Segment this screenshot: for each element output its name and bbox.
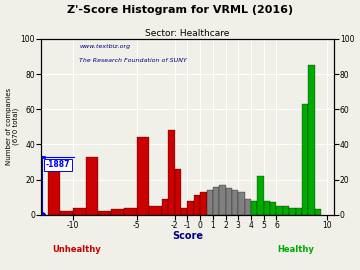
Text: www.textbiz.org: www.textbiz.org	[79, 44, 130, 49]
Title: Sector: Healthcare: Sector: Healthcare	[145, 29, 230, 38]
Bar	[48, 166, 60, 215]
Bar	[302, 104, 308, 215]
Bar	[188, 201, 194, 215]
Y-axis label: Number of companies
(670 total): Number of companies (670 total)	[5, 88, 19, 166]
Bar	[175, 169, 181, 215]
Bar	[124, 208, 136, 215]
Bar	[136, 137, 149, 215]
Bar	[111, 210, 124, 215]
Bar	[238, 192, 245, 215]
Text: The Research Foundation of SUNY: The Research Foundation of SUNY	[79, 58, 187, 63]
Bar	[257, 176, 264, 215]
Text: Healthy: Healthy	[277, 245, 314, 254]
Text: -1887: -1887	[46, 160, 70, 169]
Bar	[86, 157, 98, 215]
Bar	[283, 206, 289, 215]
Bar	[219, 185, 226, 215]
Bar	[162, 199, 168, 215]
Bar	[245, 199, 251, 215]
Bar	[207, 190, 213, 215]
Text: Z'-Score Histogram for VRML (2016): Z'-Score Histogram for VRML (2016)	[67, 5, 293, 15]
Bar	[264, 201, 270, 215]
Bar	[232, 190, 238, 215]
Bar	[270, 202, 276, 215]
Bar	[200, 192, 207, 215]
Bar	[226, 188, 232, 215]
Bar	[213, 187, 219, 215]
Bar	[296, 208, 302, 215]
Bar	[181, 208, 188, 215]
Bar	[98, 211, 111, 215]
Bar	[60, 211, 73, 215]
Bar	[308, 65, 315, 215]
X-axis label: Score: Score	[172, 231, 203, 241]
Bar	[73, 208, 86, 215]
Bar	[251, 201, 257, 215]
Bar	[194, 195, 200, 215]
Bar	[315, 210, 321, 215]
Text: Unhealthy: Unhealthy	[52, 245, 101, 254]
Bar	[276, 206, 283, 215]
Bar	[168, 130, 175, 215]
Bar	[149, 206, 162, 215]
Bar	[289, 208, 296, 215]
